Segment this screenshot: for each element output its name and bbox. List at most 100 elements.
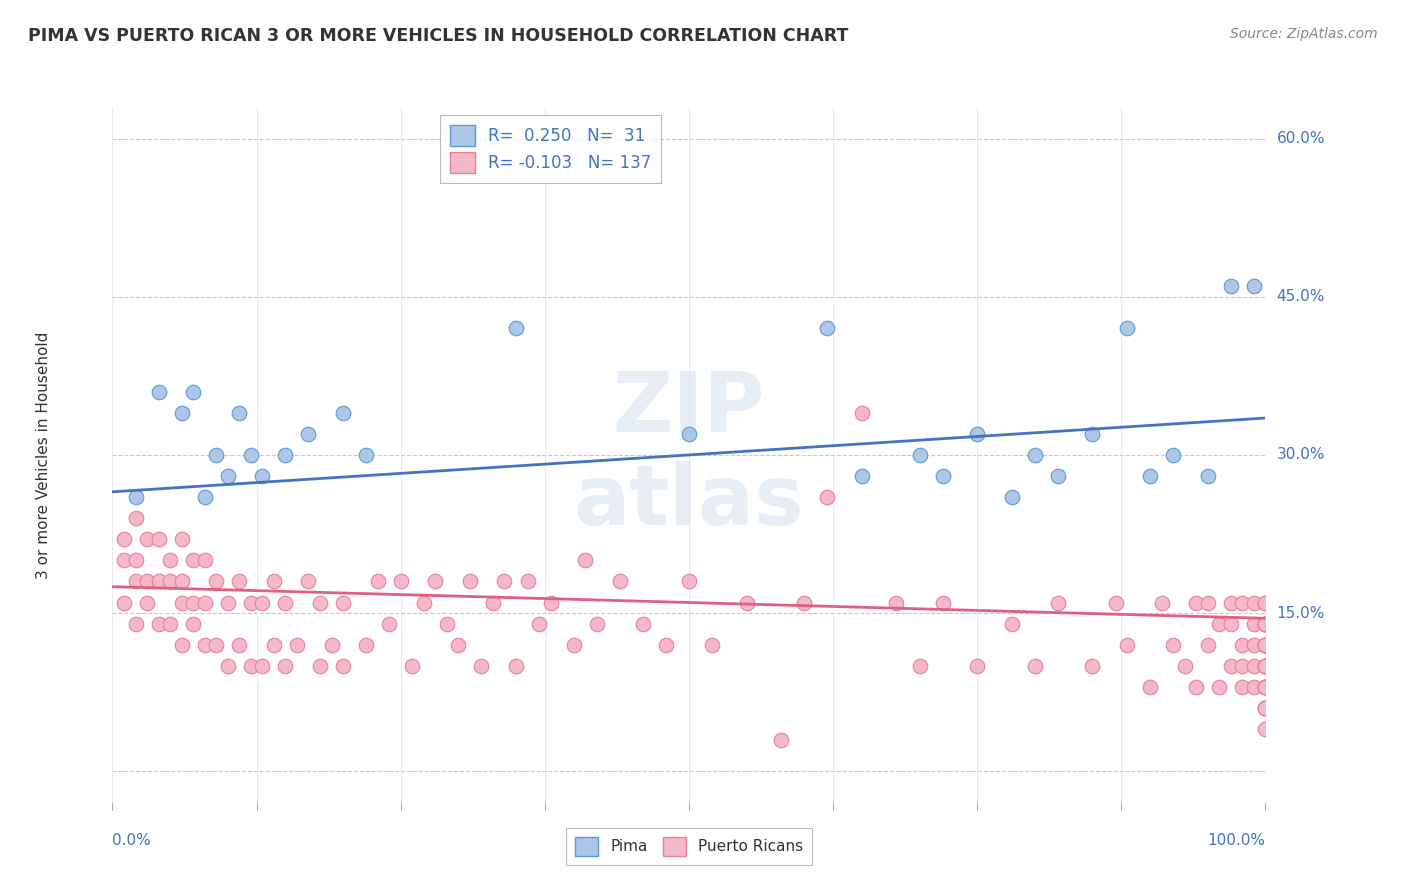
Point [1219,616,1241,631]
Point [425,574,447,589]
Point [412,595,434,609]
Point [297,574,319,589]
Point [1208,680,1230,694]
Point [1197,638,1219,652]
Point [1254,658,1277,673]
Point [1254,616,1277,631]
Point [1046,595,1069,609]
Point [1219,595,1241,609]
Point [239,448,262,462]
Point [770,732,793,747]
Text: Source: ZipAtlas.com: Source: ZipAtlas.com [1230,27,1378,41]
Text: 0.0%: 0.0% [112,833,152,848]
Point [1046,469,1069,483]
Point [1254,638,1277,652]
Point [217,469,239,483]
Point [1243,279,1265,293]
Point [1185,680,1208,694]
Point [252,595,274,609]
Point [678,426,700,441]
Point [1254,680,1277,694]
Point [159,574,181,589]
Point [124,574,146,589]
Point [1001,616,1024,631]
Point [1024,448,1046,462]
Point [1243,638,1265,652]
Point [205,574,228,589]
Point [263,574,285,589]
Text: PIMA VS PUERTO RICAN 3 OR MORE VEHICLES IN HOUSEHOLD CORRELATION CHART: PIMA VS PUERTO RICAN 3 OR MORE VEHICLES … [28,27,848,45]
Point [851,469,873,483]
Point [274,658,297,673]
Point [1232,595,1254,609]
Point [170,533,193,547]
Point [297,426,319,441]
Point [389,574,412,589]
Point [239,658,262,673]
Point [1254,638,1277,652]
Point [332,595,354,609]
Text: 60.0%: 60.0% [1277,131,1324,146]
Point [112,595,135,609]
Point [966,658,988,673]
Point [170,638,193,652]
Point [1254,638,1277,652]
Point [1174,658,1197,673]
Point [1161,448,1184,462]
Point [562,638,585,652]
Point [170,406,193,420]
Legend: Pima, Puerto Ricans: Pima, Puerto Ricans [565,828,813,864]
Point [136,595,159,609]
Point [1254,658,1277,673]
Point [1254,722,1277,736]
Point [1185,595,1208,609]
Point [447,638,470,652]
Point [228,574,250,589]
Point [194,490,217,504]
Point [309,595,332,609]
Point [1254,680,1277,694]
Point [815,321,838,335]
Point [228,638,250,652]
Point [1254,658,1277,673]
Point [1254,638,1277,652]
Point [1104,595,1126,609]
Point [1254,701,1277,715]
Text: 15.0%: 15.0% [1277,606,1324,621]
Point [194,595,217,609]
Text: 3 or more Vehicles in Household: 3 or more Vehicles in Household [35,331,51,579]
Point [1081,658,1104,673]
Point [815,490,838,504]
Point [1139,680,1161,694]
Point [332,406,354,420]
Point [966,426,988,441]
Point [205,448,228,462]
Point [585,616,607,631]
Point [159,553,181,567]
Point [228,406,250,420]
Point [1219,658,1241,673]
Point [1001,490,1024,504]
Text: 45.0%: 45.0% [1277,289,1324,304]
Point [205,638,228,652]
Point [505,658,527,673]
Point [631,616,654,631]
Point [274,448,297,462]
Point [908,448,931,462]
Point [378,616,401,631]
Point [181,616,204,631]
Point [655,638,678,652]
Point [1254,616,1277,631]
Point [285,638,308,652]
Point [1254,616,1277,631]
Point [1219,279,1241,293]
Point [700,638,723,652]
Point [540,595,562,609]
Point [321,638,343,652]
Point [124,553,146,567]
Point [1254,616,1277,631]
Point [1254,595,1277,609]
Point [263,638,285,652]
Point [112,553,135,567]
Point [112,533,135,547]
